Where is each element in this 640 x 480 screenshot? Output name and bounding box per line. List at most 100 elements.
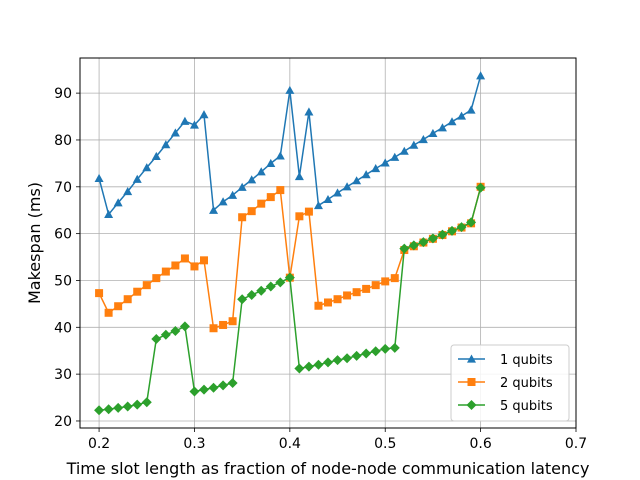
data-point bbox=[466, 217, 477, 228]
data-point bbox=[409, 140, 419, 149]
axis-ticks: 0.2 0.3 0.4 0.5 0.6 0.7 20 30 40 50 60 70 80 90 bbox=[54, 86, 587, 452]
data-point bbox=[352, 176, 362, 185]
data-point bbox=[313, 359, 324, 370]
data-point bbox=[276, 186, 285, 195]
data-point bbox=[199, 384, 209, 395]
legend-label: 5 qubits bbox=[500, 399, 553, 414]
data-point bbox=[303, 361, 314, 372]
data-point bbox=[219, 320, 228, 329]
data-point bbox=[209, 205, 219, 214]
data-point bbox=[381, 277, 390, 286]
data-point bbox=[447, 117, 457, 126]
legend-marker bbox=[466, 400, 477, 410]
series-layer bbox=[94, 71, 486, 416]
data-point bbox=[294, 363, 305, 374]
y-tick-label: 80 bbox=[54, 133, 72, 149]
data-point bbox=[189, 386, 200, 397]
data-point bbox=[141, 397, 152, 408]
data-point bbox=[418, 237, 429, 248]
data-point bbox=[133, 287, 142, 296]
data-point bbox=[324, 298, 332, 307]
x-tick-label: 0.4 bbox=[279, 436, 301, 452]
data-point bbox=[151, 334, 162, 345]
x-tick-label: 0.7 bbox=[565, 436, 587, 452]
legend-item: 5 qubits bbox=[458, 399, 553, 414]
data-point bbox=[246, 289, 257, 300]
data-point bbox=[275, 277, 286, 288]
data-point bbox=[457, 111, 467, 120]
y-tick-label: 70 bbox=[54, 180, 72, 196]
data-point bbox=[247, 207, 256, 216]
data-point bbox=[390, 274, 399, 283]
data-point bbox=[362, 284, 371, 293]
data-point bbox=[333, 295, 342, 304]
data-point bbox=[390, 152, 400, 161]
data-point bbox=[389, 342, 400, 353]
data-point bbox=[228, 190, 238, 199]
data-point bbox=[266, 158, 276, 167]
data-point bbox=[361, 170, 371, 179]
plot-frame bbox=[79, 57, 577, 429]
data-point bbox=[304, 207, 313, 216]
y-tick-label: 90 bbox=[54, 86, 72, 102]
series-3 bbox=[94, 182, 486, 416]
data-point bbox=[142, 281, 151, 290]
data-point bbox=[122, 401, 133, 412]
data-point bbox=[179, 321, 190, 332]
data-point bbox=[342, 182, 352, 191]
data-point bbox=[160, 329, 171, 340]
data-point bbox=[189, 120, 199, 129]
data-point bbox=[399, 243, 410, 254]
data-point bbox=[152, 274, 161, 283]
data-point bbox=[104, 209, 114, 219]
legend: 1 qubits 2 qubits 5 qubits bbox=[450, 344, 570, 422]
data-point bbox=[475, 182, 486, 193]
data-point bbox=[227, 378, 238, 389]
legend-marker bbox=[467, 354, 476, 363]
data-point bbox=[437, 123, 447, 132]
data-point bbox=[371, 281, 380, 290]
data-point bbox=[370, 346, 381, 357]
data-point bbox=[304, 107, 314, 116]
data-point bbox=[466, 105, 476, 114]
data-point bbox=[257, 199, 266, 208]
data-point bbox=[218, 197, 228, 206]
data-point bbox=[123, 295, 132, 304]
data-point bbox=[418, 134, 428, 144]
data-point bbox=[200, 256, 208, 265]
data-point bbox=[256, 167, 266, 176]
data-point bbox=[333, 188, 343, 197]
data-point bbox=[294, 171, 304, 181]
data-point bbox=[237, 294, 248, 305]
y-tick-label: 40 bbox=[54, 320, 72, 336]
legend-item: 1 qubits bbox=[458, 353, 553, 368]
data-point bbox=[427, 233, 438, 244]
data-point bbox=[161, 267, 170, 276]
data-point bbox=[323, 357, 333, 368]
data-point bbox=[265, 281, 276, 292]
data-point bbox=[371, 164, 381, 173]
x-tick-label: 0.2 bbox=[88, 436, 110, 452]
data-point bbox=[332, 355, 343, 366]
y-tick-label: 50 bbox=[54, 273, 72, 289]
y-axis-label: Makespan (ms) bbox=[25, 182, 44, 304]
data-point bbox=[190, 262, 199, 271]
data-point bbox=[295, 212, 304, 221]
legend-item: 2 qubits bbox=[458, 376, 553, 391]
data-point bbox=[447, 225, 457, 236]
data-point bbox=[180, 116, 190, 125]
data-point bbox=[171, 261, 180, 270]
y-tick-label: 30 bbox=[54, 367, 72, 383]
data-point bbox=[380, 158, 390, 167]
data-point bbox=[476, 71, 486, 80]
data-point bbox=[94, 405, 105, 416]
data-point bbox=[170, 128, 180, 137]
data-point bbox=[218, 380, 229, 391]
data-point bbox=[132, 399, 143, 410]
legend-label: 2 qubits bbox=[500, 376, 553, 391]
legend-label: 1 qubits bbox=[500, 353, 553, 368]
data-point bbox=[428, 128, 438, 138]
y-tick-label: 20 bbox=[54, 414, 72, 430]
data-point bbox=[361, 348, 372, 359]
data-point bbox=[209, 324, 218, 333]
